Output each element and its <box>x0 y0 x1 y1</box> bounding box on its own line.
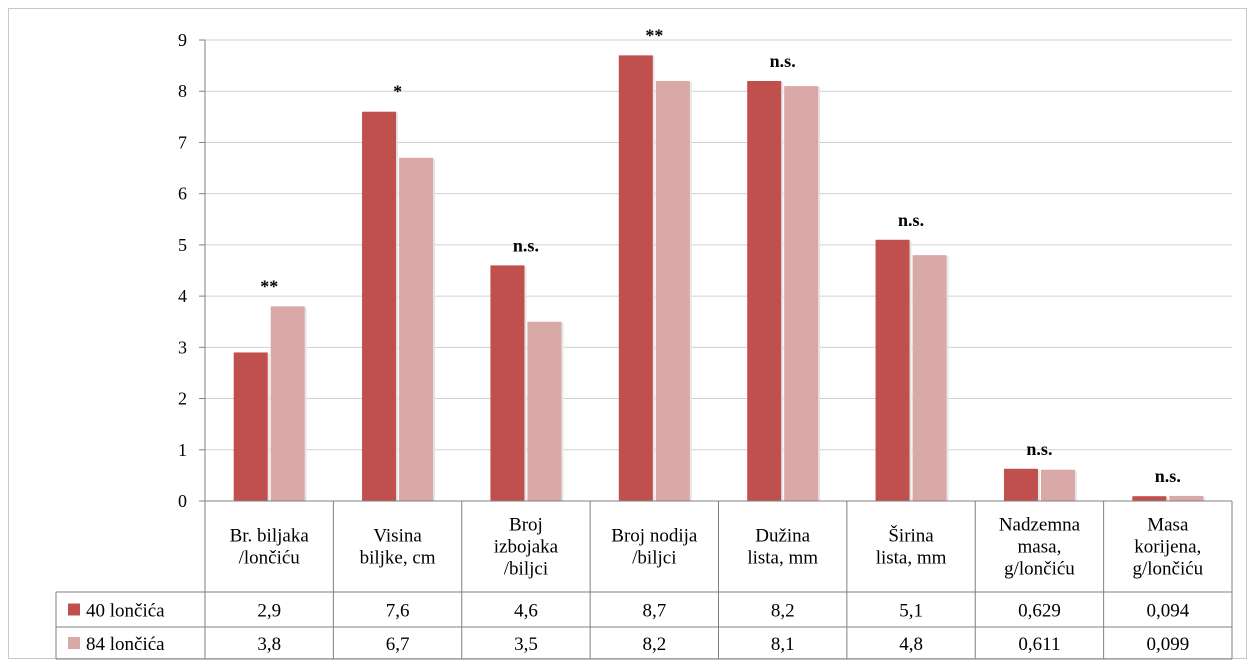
bar-series1 <box>490 265 525 501</box>
significance-label: n.s. <box>513 235 539 255</box>
category-label: Br. biljaka <box>230 526 310 547</box>
data-cell: 5,1 <box>899 601 923 622</box>
data-cell: 8,7 <box>642 601 666 622</box>
significance-label: n.s. <box>770 51 796 71</box>
significance-label: ** <box>645 25 663 45</box>
data-cell: 0,629 <box>1018 601 1061 622</box>
bar-series1 <box>233 352 268 501</box>
significance-label: n.s. <box>898 210 924 230</box>
y-tick-label: 5 <box>178 235 187 255</box>
y-tick-label: 0 <box>178 491 187 511</box>
category-label: g/lončiću <box>1132 559 1203 580</box>
data-cell: 0,099 <box>1146 634 1189 655</box>
y-tick-label: 2 <box>178 389 187 409</box>
y-tick-label: 4 <box>178 286 187 306</box>
bar-series2 <box>1169 495 1204 501</box>
data-cell: 0,611 <box>1018 634 1060 655</box>
bar-series2 <box>399 157 434 502</box>
data-cell: 4,8 <box>899 634 923 655</box>
category-label: lista, mm <box>747 548 818 569</box>
legend-label: 40 lončića <box>86 601 165 622</box>
y-tick-label: 8 <box>178 81 187 101</box>
bar-series1 <box>1132 496 1167 501</box>
category-label: Dužina <box>755 526 810 547</box>
data-cell: 8,2 <box>642 634 666 655</box>
category-label: izbojaka <box>494 537 559 558</box>
bar-series2 <box>1040 469 1075 501</box>
category-label: Nadzemna <box>999 515 1081 536</box>
category-label: g/lončiću <box>1004 559 1075 580</box>
data-cell: 4,6 <box>514 601 538 622</box>
data-cell: 8,1 <box>771 634 795 655</box>
category-label: /lončiću <box>239 548 301 569</box>
category-label: masa, <box>1018 537 1062 558</box>
y-tick-label: 1 <box>178 440 187 460</box>
data-cell: 3,5 <box>514 634 538 655</box>
category-label: Visina <box>373 526 422 547</box>
significance-label: ** <box>260 276 278 296</box>
y-tick-label: 9 <box>178 30 187 50</box>
y-tick-label: 3 <box>178 337 187 357</box>
category-label: /biljci <box>504 559 548 580</box>
category-label: /biljci <box>632 548 676 569</box>
data-cell: 8,2 <box>771 601 795 622</box>
y-tick-label: 6 <box>178 184 187 204</box>
category-label: Širina <box>888 525 934 547</box>
bar-series1 <box>1003 468 1038 501</box>
bar-series1 <box>618 55 653 501</box>
significance-label: n.s. <box>1155 466 1181 486</box>
bar-series1 <box>875 239 910 501</box>
legend-key <box>68 637 80 649</box>
data-cell: 3,8 <box>257 634 281 655</box>
legend-key <box>68 603 80 616</box>
bar-series2 <box>784 86 819 501</box>
category-label: korijena, <box>1134 537 1201 558</box>
category-label: Broj nodija <box>611 526 698 547</box>
bar-series2 <box>655 80 690 501</box>
bar-series2 <box>270 306 305 501</box>
bar-series1 <box>362 111 397 501</box>
data-cell: 7,6 <box>386 601 410 622</box>
y-tick-label: 7 <box>178 132 187 152</box>
legend-label: 84 lončića <box>86 634 165 655</box>
significance-label: * <box>393 82 402 102</box>
bar-series2 <box>527 321 562 501</box>
data-cell: 6,7 <box>386 634 410 655</box>
category-label: lista, mm <box>876 548 947 569</box>
data-cell: 0,094 <box>1146 601 1189 622</box>
category-label: biljke, cm <box>360 548 436 569</box>
category-label: Masa <box>1147 515 1189 536</box>
bar-series1 <box>747 80 782 501</box>
category-label: Broj <box>509 515 543 536</box>
significance-label: n.s. <box>1026 439 1052 459</box>
data-cell: 2,9 <box>257 601 281 622</box>
bar-series2 <box>912 255 947 501</box>
